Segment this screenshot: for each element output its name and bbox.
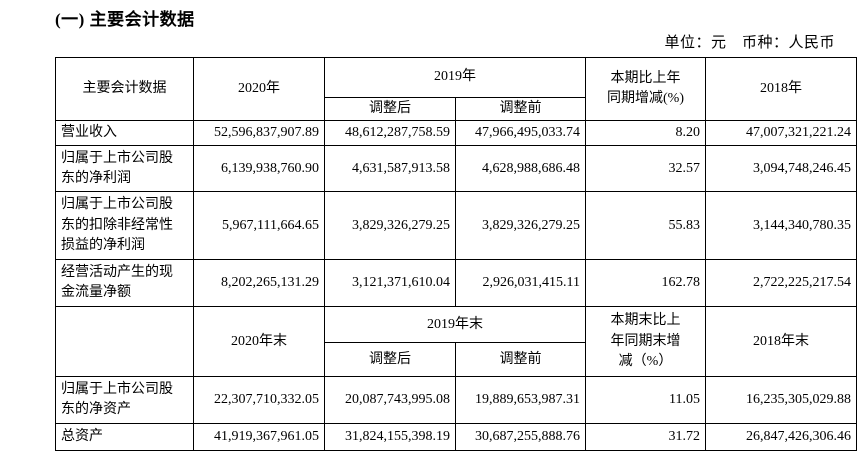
value-2019-adjusted-after: 31,824,155,398.19 — [324, 423, 456, 452]
value-change-pct: 32.57 — [585, 145, 706, 193]
row-label: 归属于上市公司股 东的扣除非经常性 损益的净利润 — [55, 191, 194, 261]
header-period-end-change-pct: 本期末比上 年同期末增 减（%） — [585, 306, 706, 378]
unit-currency-note: 单位：元 币种：人民币 — [664, 35, 835, 51]
header-row-period-end: 2020年末 2019年末 本期末比上 年同期末增 减（%） 2018年末 — [55, 306, 857, 378]
table-row-total-assets: 总资产 41,919,367,961.05 31,824,155,398.19 … — [55, 423, 857, 452]
value-2020: 8,202,265,131.29 — [193, 259, 325, 308]
header-year-2019: 2019年 — [324, 57, 586, 98]
value-2020: 41,919,367,961.05 — [193, 423, 325, 452]
header-main-label-blank — [55, 306, 194, 378]
table-row-net-assets: 归属于上市公司股 东的净资产 22,307,710,332.05 20,087,… — [55, 376, 857, 425]
value-2018: 16,235,305,029.88 — [705, 376, 857, 425]
value-2019-adjusted-before: 19,889,653,987.31 — [455, 376, 586, 425]
value-change-pct: 11.05 — [585, 376, 706, 425]
subheader-adjusted-after: 调整后 — [324, 342, 456, 378]
value-2019-adjusted-after: 4,631,587,913.58 — [324, 145, 456, 193]
row-label: 经营活动产生的现 金流量净额 — [55, 259, 194, 308]
row-label: 营业收入 — [55, 120, 194, 147]
value-change-pct: 162.78 — [585, 259, 706, 308]
value-2019-adjusted-before: 3,829,326,279.25 — [455, 191, 586, 261]
header-change-pct: 本期比上年 同期增减(%) — [585, 56, 706, 122]
value-change-pct: 8.20 — [585, 120, 706, 147]
subheader-row-period-end: 调整后 调整前 — [56, 342, 857, 378]
table-row-operating-cash-flow: 经营活动产生的现 金流量净额 8,202,265,131.29 3,121,37… — [55, 259, 857, 308]
row-label: 总资产 — [55, 423, 194, 452]
section-title: (一) 主要会计数据 — [55, 10, 195, 29]
value-2019-adjusted-after: 48,612,287,758.59 — [324, 120, 456, 147]
value-2020: 6,139,938,760.90 — [193, 145, 325, 193]
table-row-net-profit: 归属于上市公司股 东的净利润 6,139,938,760.90 4,631,58… — [55, 145, 857, 193]
value-2020: 22,307,710,332.05 — [193, 376, 325, 425]
header-year-end-2018: 2018年末 — [705, 306, 857, 378]
value-2019-adjusted-after: 3,121,371,610.04 — [324, 259, 456, 308]
value-2019-adjusted-after: 3,829,326,279.25 — [324, 191, 456, 261]
value-2019-adjusted-before: 2,926,031,415.11 — [455, 259, 586, 308]
value-2018: 26,847,426,306.46 — [705, 423, 857, 452]
subheader-adjusted-before: 调整前 — [455, 342, 586, 378]
value-2018: 47,007,321,221.24 — [705, 120, 857, 147]
value-change-pct: 55.83 — [585, 191, 706, 261]
subheader-adjusted-after: 调整后 — [324, 96, 456, 122]
value-2020: 5,967,111,664.65 — [193, 191, 325, 261]
row-label: 归属于上市公司股 东的净资产 — [55, 376, 194, 425]
value-2019-adjusted-before: 4,628,988,686.48 — [455, 145, 586, 193]
header-year-2020: 2020年 — [193, 56, 325, 122]
header-year-end-2019: 2019年末 — [324, 306, 586, 344]
value-2019-adjusted-before: 30,687,255,888.76 — [455, 423, 586, 452]
value-2018: 2,722,225,217.54 — [705, 259, 857, 308]
row-label: 归属于上市公司股 东的净利润 — [55, 145, 194, 193]
table-row-revenue: 营业收入 52,596,837,907.89 48,612,287,758.59… — [55, 120, 857, 147]
key-accounting-data-table: 主要会计数据 2020年 2019年 本期比上年 同期增减(%) 2018年 调… — [55, 56, 857, 452]
subheader-adjusted-before: 调整前 — [455, 96, 586, 122]
value-2019-adjusted-before: 47,966,495,033.74 — [455, 120, 586, 147]
value-2020: 52,596,837,907.89 — [193, 120, 325, 147]
value-2018: 3,094,748,246.45 — [705, 145, 857, 193]
header-row-annual: 主要会计数据 2020年 2019年 本期比上年 同期增减(%) 2018年 — [55, 56, 857, 122]
value-2019-adjusted-after: 20,087,743,995.08 — [324, 376, 456, 425]
table-row-net-profit-excl-nonrecurring: 归属于上市公司股 东的扣除非经常性 损益的净利润 5,967,111,664.6… — [55, 191, 857, 261]
header-year-end-2020: 2020年末 — [193, 306, 325, 378]
subheader-row-annual: 调整后 调整前 — [56, 96, 857, 122]
header-main-label: 主要会计数据 — [55, 56, 194, 122]
header-year-2018: 2018年 — [705, 56, 857, 122]
value-change-pct: 31.72 — [585, 423, 706, 452]
value-2018: 3,144,340,780.35 — [705, 191, 857, 261]
